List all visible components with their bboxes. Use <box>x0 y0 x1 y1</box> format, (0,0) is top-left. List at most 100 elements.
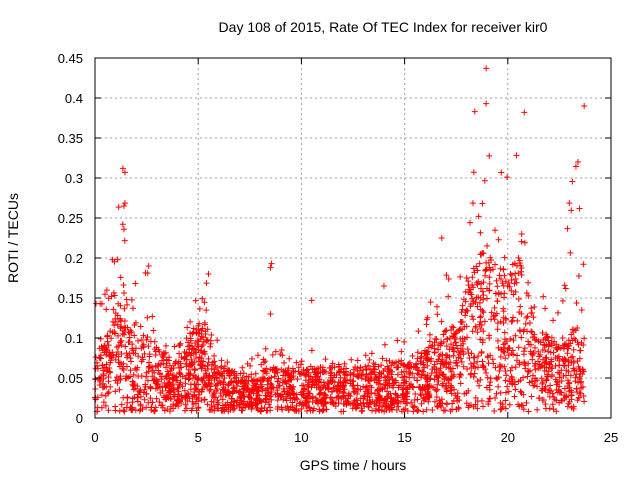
data-point <box>399 386 406 393</box>
chart-title: Day 108 of 2015, Rate Of TEC Index for r… <box>219 19 548 35</box>
data-point <box>192 385 199 392</box>
data-point <box>521 109 528 116</box>
data-point <box>381 341 388 348</box>
data-point <box>566 200 573 207</box>
data-point <box>365 362 372 369</box>
data-point <box>153 395 160 402</box>
data-point <box>354 373 361 380</box>
data-point <box>545 368 552 375</box>
data-point <box>122 343 129 350</box>
data-point <box>366 356 373 363</box>
data-point <box>362 376 369 383</box>
x-axis-label: GPS time / hours <box>300 457 407 473</box>
data-point <box>354 357 361 364</box>
data-point <box>403 390 410 397</box>
data-point <box>420 395 427 402</box>
data-point <box>469 274 476 281</box>
data-point <box>298 358 305 365</box>
data-point <box>470 354 477 361</box>
data-point <box>504 383 511 390</box>
data-point <box>492 261 499 268</box>
data-point <box>515 344 522 351</box>
data-point <box>291 406 298 413</box>
data-point <box>274 397 281 404</box>
data-point <box>479 337 486 344</box>
data-point <box>215 368 222 375</box>
data-point <box>554 369 561 376</box>
data-point <box>406 359 413 366</box>
data-point <box>542 305 549 312</box>
data-point <box>542 401 549 408</box>
data-point <box>534 377 541 384</box>
data-point <box>419 387 426 394</box>
data-point <box>158 376 165 383</box>
data-point <box>102 402 109 409</box>
data-point <box>510 291 517 298</box>
data-point <box>207 343 214 350</box>
data-point <box>371 371 378 378</box>
data-point <box>149 367 156 374</box>
data-point <box>485 259 492 266</box>
data-point <box>575 341 582 348</box>
data-point <box>475 353 482 360</box>
data-point <box>360 395 367 402</box>
data-point <box>408 399 415 406</box>
y-tick-label: 0.3 <box>65 171 83 186</box>
data-point <box>291 407 298 414</box>
data-point <box>428 343 435 350</box>
data-point <box>325 380 332 387</box>
data-point <box>518 310 525 317</box>
data-point <box>104 347 111 354</box>
data-point <box>160 360 167 367</box>
data-point <box>130 349 137 356</box>
data-point <box>195 398 202 405</box>
data-point <box>143 404 150 411</box>
data-point <box>427 375 434 382</box>
data-point <box>514 352 521 359</box>
data-point <box>352 364 359 371</box>
data-point <box>379 386 386 393</box>
data-point <box>525 338 532 345</box>
data-point <box>261 404 268 411</box>
data-point <box>487 379 494 386</box>
data-point <box>457 318 464 325</box>
data-point <box>571 367 578 374</box>
data-point <box>207 340 214 347</box>
data-point <box>150 377 157 384</box>
data-point <box>573 385 580 392</box>
data-point <box>485 400 492 407</box>
data-point <box>508 373 515 380</box>
data-point <box>486 274 493 281</box>
data-point <box>434 311 441 318</box>
data-point <box>498 169 505 176</box>
data-point <box>149 373 156 380</box>
data-point <box>445 275 452 282</box>
data-point <box>151 376 158 383</box>
data-point <box>115 332 122 339</box>
data-point <box>285 390 292 397</box>
data-point <box>568 354 575 361</box>
data-point <box>144 377 151 384</box>
data-point <box>177 340 184 347</box>
data-point <box>526 379 533 386</box>
data-point <box>376 402 383 409</box>
data-point <box>468 291 475 298</box>
data-point <box>164 368 171 375</box>
data-point <box>173 397 180 404</box>
data-point <box>409 352 416 359</box>
data-point <box>505 345 512 352</box>
data-point <box>121 289 128 296</box>
data-point <box>462 312 469 319</box>
data-point <box>530 314 537 321</box>
data-point <box>367 382 374 389</box>
data-point <box>342 398 349 405</box>
data-point <box>444 401 451 408</box>
data-point <box>326 365 333 372</box>
data-point <box>272 348 279 355</box>
data-point <box>175 388 182 395</box>
data-point <box>138 336 145 343</box>
data-point <box>262 368 269 375</box>
data-point <box>398 369 405 376</box>
data-point <box>502 389 509 396</box>
data-point <box>229 388 236 395</box>
